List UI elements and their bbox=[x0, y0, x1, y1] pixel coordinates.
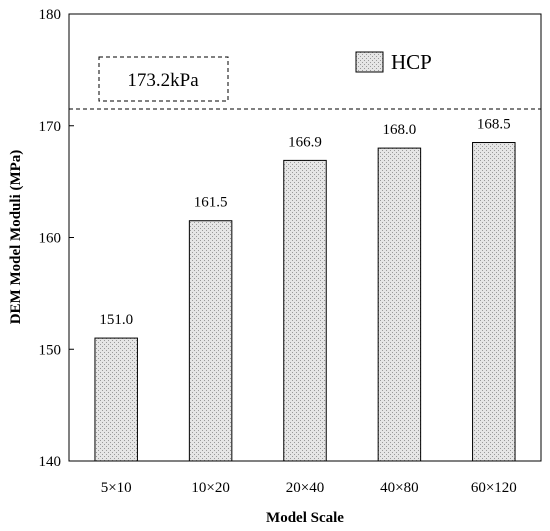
bar bbox=[472, 142, 516, 462]
data-label: 168.0 bbox=[383, 122, 417, 138]
x-tick-label: 60×120 bbox=[471, 480, 517, 496]
y-axis: 140 150 160 170 180 bbox=[39, 7, 74, 470]
data-label: 166.9 bbox=[288, 134, 322, 150]
legend-swatch bbox=[355, 51, 384, 73]
y-tick-label: 160 bbox=[39, 231, 62, 247]
x-tick-label: 10×20 bbox=[191, 480, 229, 496]
x-axis: 5×10 10×20 20×40 40×80 60×120 bbox=[101, 480, 517, 496]
y-axis-title: DEM Model Moduli (MPa) bbox=[8, 150, 24, 325]
bar bbox=[283, 159, 327, 462]
x-axis-title: Model Scale bbox=[266, 510, 344, 526]
bar bbox=[94, 337, 138, 462]
y-tick-label: 140 bbox=[39, 454, 62, 470]
reference-label: 173.2kPa bbox=[127, 70, 199, 91]
data-label: 151.0 bbox=[99, 312, 133, 328]
y-tick-label: 180 bbox=[39, 7, 62, 23]
data-label: 161.5 bbox=[194, 195, 228, 211]
y-tick-label: 150 bbox=[39, 342, 62, 358]
bar bbox=[188, 220, 233, 462]
bars: 151.0 161.5 166.9 168.0 168.5 bbox=[94, 117, 516, 462]
x-tick-label: 5×10 bbox=[101, 480, 132, 496]
legend-label: HCP bbox=[391, 50, 432, 74]
data-label: 168.5 bbox=[477, 117, 511, 133]
x-tick-label: 40×80 bbox=[380, 480, 418, 496]
x-tick-label: 20×40 bbox=[286, 480, 324, 496]
bar bbox=[377, 147, 422, 462]
reference-label-box bbox=[98, 56, 229, 102]
y-tick-label: 170 bbox=[39, 119, 62, 135]
